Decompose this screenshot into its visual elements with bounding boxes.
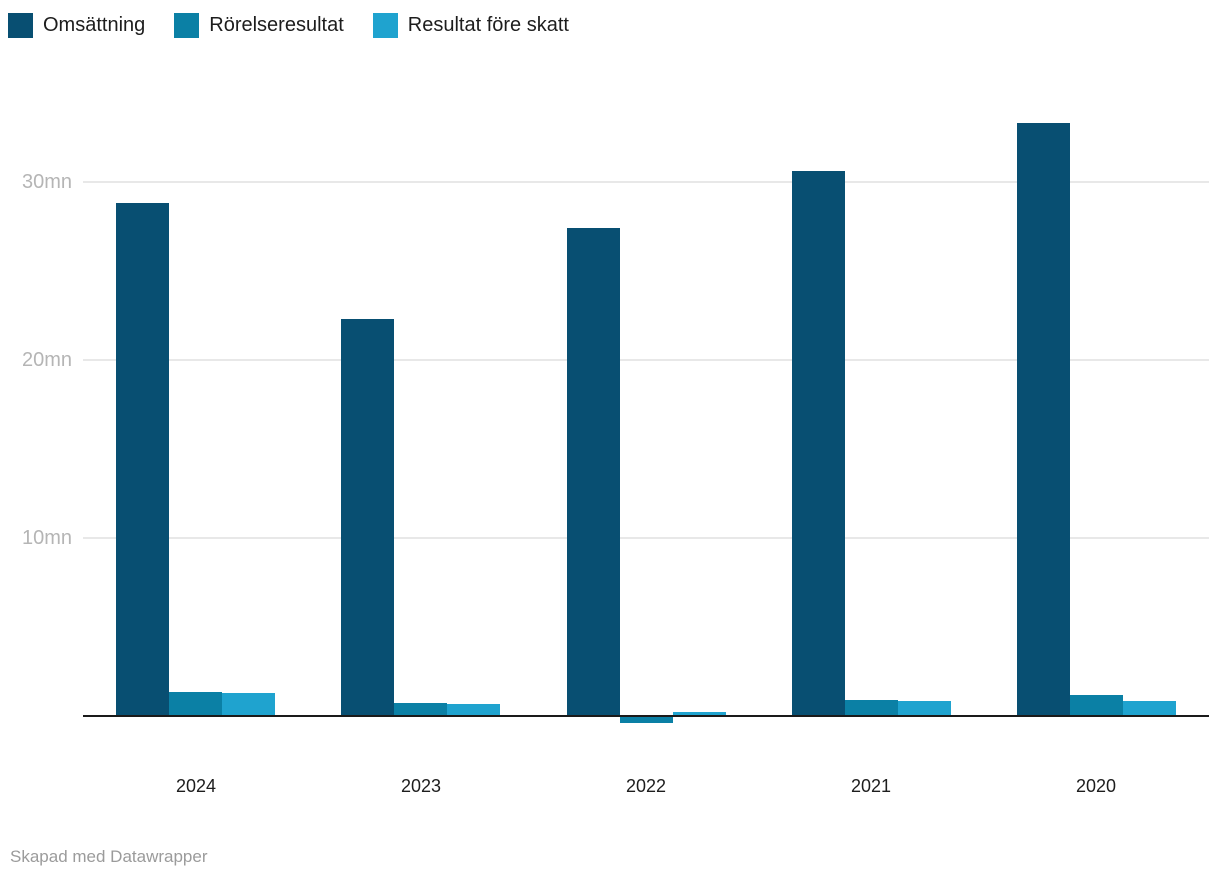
- bar-2020-series-3: [1123, 701, 1176, 716]
- x-axis-label-2020: 2020: [1075, 776, 1117, 796]
- bar-2024-series-1: [116, 203, 169, 716]
- datawrapper-credit-link[interactable]: Skapad med Datawrapper: [10, 847, 208, 866]
- legend-swatch-icon: [8, 13, 33, 38]
- bar-2022-series-3: [673, 712, 726, 716]
- chart-legend: Omsättning Rörelseresultat Resultat före s…: [8, 13, 569, 38]
- legend-swatch-icon: [372, 13, 398, 38]
- y-axis-tick-label: 20mn: [21, 349, 72, 371]
- bar-2023-series-2: [394, 703, 447, 716]
- bar-2021-series-2: [845, 700, 898, 716]
- y-axis-tick-label: 10mn: [21, 527, 72, 549]
- legend-swatch-icon: [174, 13, 200, 38]
- x-axis-label-2021: 2021: [850, 776, 892, 796]
- legend-item-3: Resultat före skatt: [372, 13, 569, 38]
- bar-2024-series-2: [169, 692, 222, 716]
- bar-2021-series-3: [898, 701, 951, 716]
- legend-label: Resultat före skatt: [407, 14, 569, 36]
- bar-2022-series-1: [567, 228, 620, 716]
- x-axis-label-2024: 2024: [175, 776, 217, 796]
- legend-label: Rörelseresultat: [209, 14, 344, 36]
- bar-2021-series-1: [792, 171, 845, 716]
- x-axis-label-2022: 2022: [625, 776, 667, 796]
- bar-2024-series-3: [222, 693, 275, 716]
- y-axis-tick-label: 30mn: [21, 171, 72, 193]
- gridline-30mn: [83, 181, 1209, 183]
- legend-item-1: Omsättning: [8, 13, 145, 38]
- bar-2020-series-1: [1017, 123, 1070, 716]
- legend-item-2: Rörelseresultat: [174, 13, 344, 38]
- bar-2023-series-3: [447, 704, 500, 716]
- legend-label: Omsättning: [43, 14, 146, 36]
- bar-2023-series-1: [341, 319, 394, 716]
- x-axis-label-2023: 2023: [400, 776, 442, 796]
- x-axis-line: [83, 715, 1209, 717]
- gridline-10mn: [83, 537, 1209, 539]
- gridline-20mn: [83, 359, 1209, 361]
- bar-2022-series-2: [620, 716, 673, 723]
- bar-2020-series-2: [1070, 695, 1123, 716]
